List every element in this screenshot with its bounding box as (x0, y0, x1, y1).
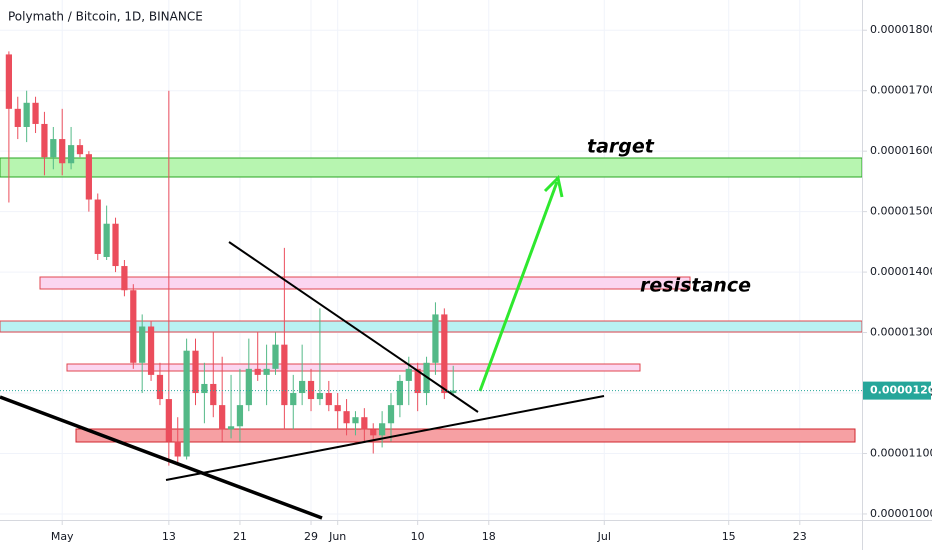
candle-body (76, 145, 84, 155)
candle-body (94, 199, 101, 254)
candle-body (379, 423, 386, 436)
trend-line (0, 395, 323, 520)
candle-body (450, 390, 457, 394)
candle-body (192, 350, 199, 394)
resistance-zone (39, 276, 691, 290)
candle-body (414, 368, 421, 394)
x-tick-label: 13 (162, 530, 176, 543)
candle-body (432, 314, 439, 363)
arrow-line (478, 181, 559, 392)
candle-body (352, 417, 359, 424)
x-tick-label: 15 (722, 530, 736, 543)
candle-body (5, 54, 12, 109)
candle-body (67, 145, 75, 164)
candle-body (219, 405, 226, 430)
candle-body (441, 314, 448, 394)
candles (5, 51, 457, 466)
x-tick-label: 21 (233, 530, 247, 543)
candle-body (14, 108, 21, 127)
arrow-head (543, 174, 564, 198)
x-tick-label: Jun (328, 530, 346, 543)
candle-body (41, 123, 48, 158)
candle-body (59, 139, 66, 164)
candle-body (236, 405, 244, 427)
candle-body (405, 368, 412, 381)
cyan-zone (0, 320, 863, 333)
y-tick-label: 0.00001500 (870, 205, 932, 218)
candle-body (23, 102, 30, 127)
annotation: resistance (640, 275, 751, 297)
candle-body (396, 380, 404, 406)
candle-body (210, 383, 217, 406)
candle-body (103, 223, 110, 257)
annotation: target (587, 136, 655, 158)
y-tick-label: 0.00001300 (870, 326, 932, 339)
candle-body (50, 139, 57, 158)
candle-body (325, 393, 332, 406)
candle-body (272, 344, 279, 369)
y-tick-label: 0.00001400 (870, 265, 932, 278)
last-price-label: 0.00001204 (870, 384, 932, 397)
candle-body (147, 326, 155, 375)
candle-body (290, 393, 297, 406)
x-tick-label: Jul (597, 530, 611, 543)
trend-line (165, 395, 605, 481)
candle-body (165, 399, 172, 442)
candle-body (112, 223, 119, 267)
x-tick-label: May (51, 530, 74, 543)
y-tick-label: 0.00001100 (870, 446, 932, 459)
x-tick-label: 29 (304, 530, 318, 543)
candle-body (334, 405, 341, 412)
support-zone (75, 428, 856, 443)
candle-body (85, 154, 92, 200)
y-tick-label: 0.00001700 (870, 84, 932, 97)
candle-body (183, 350, 190, 457)
candle-body (139, 326, 146, 363)
x-tick-label: 10 (411, 530, 425, 543)
x-tick-label: 23 (793, 530, 807, 543)
y-tick-label: 0.00001000 (870, 507, 932, 520)
candle-body (156, 374, 164, 400)
candle-body (343, 411, 350, 424)
last-price-box (863, 381, 931, 400)
candle-body (32, 102, 39, 124)
candle-body (316, 393, 324, 400)
candle-body (307, 380, 315, 400)
chart-title: Polymath / Bitcoin, 1D, BINANCE (8, 10, 203, 24)
drawings (0, 174, 605, 520)
x-tick-label: 18 (482, 530, 496, 543)
candle-body (263, 368, 270, 375)
candle-body (370, 429, 377, 436)
target-zone (0, 157, 863, 178)
candle-body (121, 266, 128, 291)
candle-body (254, 368, 261, 375)
candle-body (245, 368, 252, 406)
candle-body (227, 426, 235, 430)
candle-body (174, 441, 181, 457)
candle-body (387, 405, 395, 424)
candle-body (361, 417, 368, 430)
y-tick-label: 0.00001800 (870, 23, 932, 36)
candle-body (281, 344, 288, 406)
candle-body (201, 383, 208, 394)
pink-zone (66, 363, 641, 372)
y-tick-label: 0.00001600 (870, 144, 932, 157)
candle-body (299, 380, 306, 394)
trend-line (228, 241, 479, 413)
zones (0, 157, 863, 443)
candle-body (130, 290, 137, 363)
